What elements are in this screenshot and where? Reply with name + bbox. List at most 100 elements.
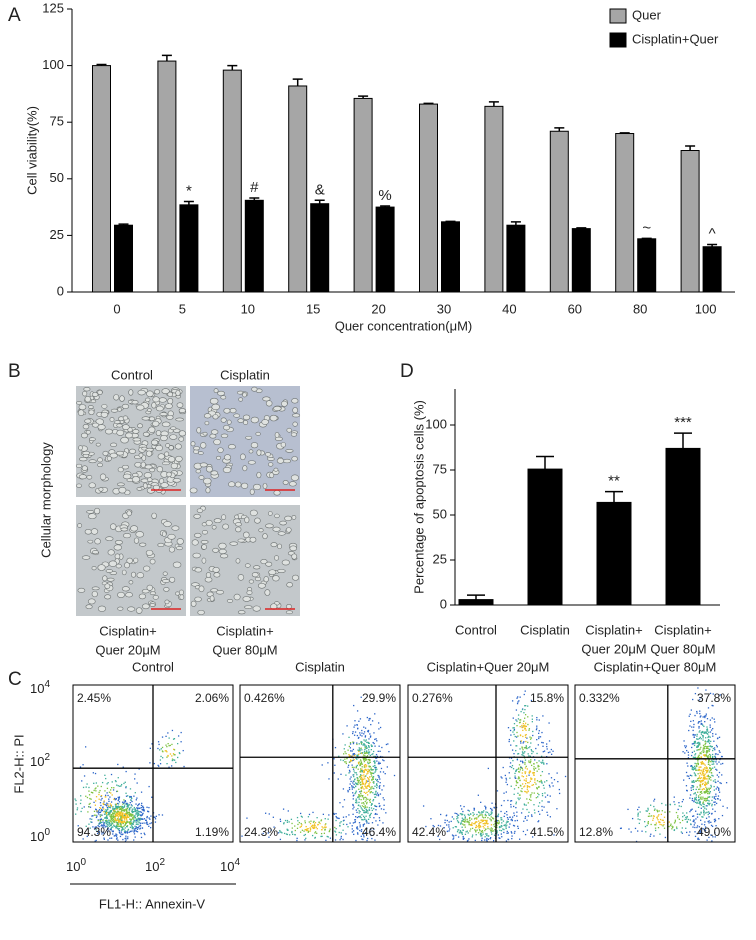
event-dot (124, 803, 125, 804)
event-dot (366, 773, 367, 774)
event-dot (107, 788, 108, 789)
event-dot (552, 785, 553, 786)
event-dot (686, 785, 687, 786)
event-dot (297, 828, 298, 829)
cell (194, 514, 201, 518)
event-dot (365, 793, 366, 794)
y-tick-label: 75 (433, 461, 447, 476)
event-dot (112, 818, 113, 819)
event-dot (371, 749, 372, 750)
event-dot (710, 727, 711, 728)
event-dot (308, 816, 309, 817)
event-dot (345, 833, 346, 834)
event-dot (90, 799, 91, 800)
event-dot (316, 833, 317, 834)
event-dot (521, 754, 522, 755)
event-dot (672, 827, 673, 828)
event-dot (284, 833, 285, 834)
event-dot (383, 809, 384, 810)
event-dot (363, 774, 364, 775)
event-dot (693, 793, 694, 794)
cell (179, 590, 183, 595)
event-dot (363, 772, 364, 773)
event-dot (679, 805, 680, 806)
event-dot (699, 794, 700, 795)
event-dot (97, 812, 98, 813)
event-dot (132, 805, 133, 806)
event-dot (344, 761, 345, 762)
event-dot (119, 818, 120, 819)
event-dot (130, 821, 131, 822)
event-dot (485, 833, 486, 834)
plot-title: Cisplatin+Quer 80μM (594, 659, 717, 674)
quadrant-percent: 0.426% (244, 691, 285, 705)
event-dot (463, 830, 464, 831)
error-bar (674, 433, 692, 448)
cell (134, 538, 139, 544)
event-dot (468, 822, 469, 823)
cell (198, 610, 205, 614)
event-dot (680, 822, 681, 823)
cell (269, 570, 276, 575)
cell (88, 599, 95, 604)
event-dot (370, 768, 371, 769)
event-dot (288, 810, 289, 811)
event-dot (709, 778, 710, 779)
event-dot (110, 816, 111, 817)
event-dot (704, 717, 705, 718)
event-dot (357, 808, 358, 809)
event-dot (374, 739, 375, 740)
event-dot (302, 830, 303, 831)
event-dot (133, 839, 134, 840)
event-dot (478, 825, 479, 826)
event-dot (706, 805, 707, 806)
event-dot (524, 771, 525, 772)
event-dot (700, 773, 701, 774)
event-dot (696, 802, 697, 803)
event-dot (366, 798, 367, 799)
event-dot (356, 772, 357, 773)
event-dot (106, 812, 107, 813)
event-dot (365, 816, 366, 817)
event-dot (514, 815, 515, 816)
event-dot (531, 753, 532, 754)
event-dot (482, 814, 483, 815)
event-dot (100, 816, 101, 817)
event-dot (124, 815, 125, 816)
event-dot (684, 745, 685, 746)
event-dot (689, 714, 690, 715)
event-dot (491, 810, 492, 811)
event-dot (345, 761, 346, 762)
event-dot (112, 826, 113, 827)
event-dot (115, 805, 116, 806)
event-dot (699, 777, 700, 778)
event-dot (696, 781, 697, 782)
event-dot (694, 766, 695, 767)
event-dot (714, 779, 715, 780)
event-dot (679, 819, 680, 820)
event-dot (349, 778, 350, 779)
event-dot (520, 711, 521, 712)
event-dot (527, 724, 528, 725)
event-dot (509, 826, 510, 827)
cell (76, 464, 82, 468)
panel-label: D (400, 361, 414, 382)
event-dot (710, 788, 711, 789)
event-dot (363, 783, 364, 784)
event-dot (687, 821, 688, 822)
event-dot (514, 833, 515, 834)
event-dot (423, 805, 424, 806)
event-dot (120, 817, 121, 818)
event-dot (546, 780, 547, 781)
event-dot (698, 727, 699, 728)
event-dot (95, 800, 96, 801)
event-dot (361, 819, 362, 820)
event-dot (318, 824, 319, 825)
event-dot (357, 833, 358, 834)
event-dot (529, 799, 530, 800)
error-bar (605, 492, 623, 503)
event-dot (689, 831, 690, 832)
cell (244, 606, 252, 609)
cell (169, 547, 175, 552)
event-dot (502, 828, 503, 829)
